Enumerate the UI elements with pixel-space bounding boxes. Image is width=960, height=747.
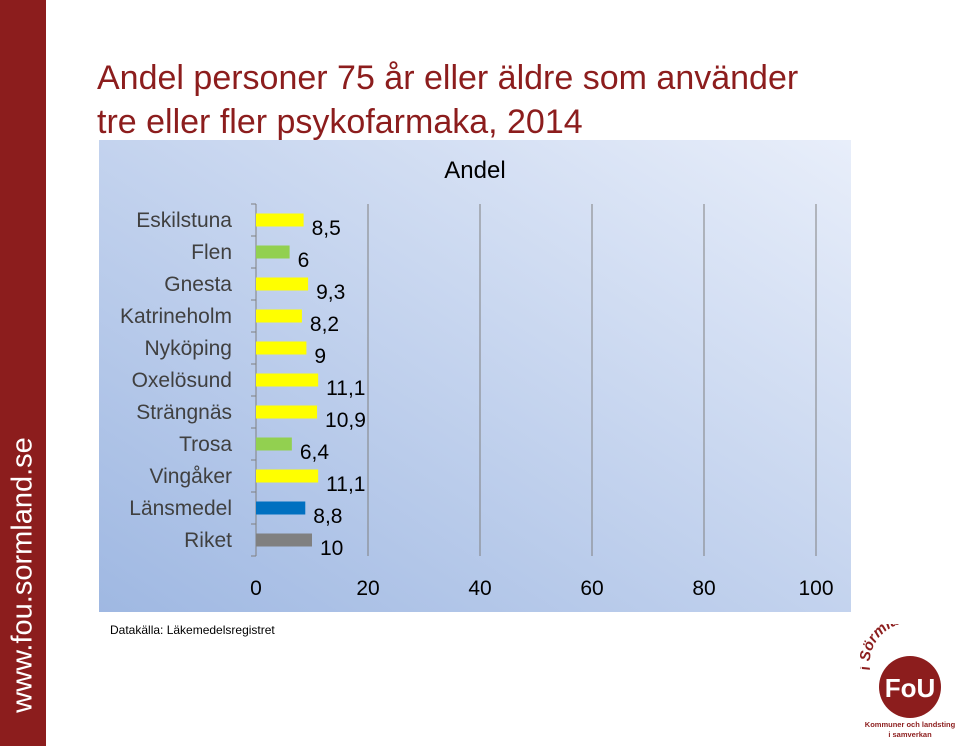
category-label: Länsmedel: [129, 497, 232, 520]
category-label: Vingåker: [149, 465, 232, 488]
title-line-1: Andel personer 75 år eller äldre som anv…: [97, 59, 799, 97]
fou-logo-graphic: i Sörmland FoU Kommuner och landsting i …: [857, 609, 956, 739]
data-label: 6: [298, 249, 310, 272]
x-tick-label: 0: [250, 577, 262, 600]
data-label: 8,2: [310, 313, 339, 336]
category-label: Eskilstuna: [136, 209, 232, 232]
category-label: Flen: [191, 241, 232, 264]
bar: [256, 309, 302, 323]
x-tick-label: 100: [798, 577, 833, 600]
category-label: Katrineholm: [120, 305, 232, 328]
logo-tagline-1: Kommuner och landsting: [865, 720, 956, 729]
bar: [256, 341, 307, 355]
bar: [256, 373, 319, 387]
category-label: Gnesta: [164, 273, 232, 296]
x-tick-label: 80: [692, 577, 715, 600]
category-label: Trosa: [179, 433, 232, 456]
chart-svg: Andel Eskilstuna Flen Gnesta Katrineholm Nyk…: [99, 140, 851, 612]
bar: [256, 501, 306, 515]
data-label: 8,5: [312, 217, 341, 240]
page-title: Andel personer 75 år eller äldre som anv…: [97, 56, 798, 144]
x-tick-label: 60: [580, 577, 603, 600]
category-label: Riket: [184, 529, 232, 552]
website-url: www.fou.sormland.se: [6, 437, 39, 713]
x-tick-label: 20: [356, 577, 379, 600]
data-label: 9,3: [316, 281, 345, 304]
chart-background: [99, 140, 851, 612]
logo-circle: [879, 656, 941, 718]
title-line-2: tre eller fler psykofarmaka, 2014: [97, 103, 583, 141]
bar: [256, 405, 318, 419]
bar: [256, 533, 312, 547]
category-label: Nyköping: [144, 337, 232, 360]
bar: [256, 469, 319, 483]
bar: [256, 213, 304, 227]
data-label: 6,4: [300, 441, 330, 464]
side-bar: www.fou.sormland.se: [0, 0, 46, 746]
bar: [256, 437, 292, 451]
data-label: 10,9: [325, 409, 366, 432]
data-label: 11,1: [326, 377, 365, 400]
chart-title: Andel: [444, 157, 505, 184]
bar: [256, 277, 309, 291]
category-label: Strängnäs: [136, 401, 232, 424]
data-source: Datakälla: Läkemedelsregistret: [110, 623, 275, 637]
logo-tagline-2: i samverkan: [888, 730, 932, 739]
data-label: 11,1: [326, 473, 365, 496]
bar: [256, 245, 290, 259]
category-label: Oxelösund: [132, 369, 232, 392]
logo-mark: FoU: [885, 673, 936, 703]
data-label: 9: [314, 345, 326, 368]
chart: Andel Eskilstuna Flen Gnesta Katrineholm Nyk…: [99, 140, 851, 612]
data-label: 8,8: [313, 505, 342, 528]
x-tick-label: 40: [468, 577, 491, 600]
fou-logo: i Sörmland FoU Kommuner och landsting i …: [857, 609, 958, 742]
data-label: 10: [320, 537, 343, 560]
